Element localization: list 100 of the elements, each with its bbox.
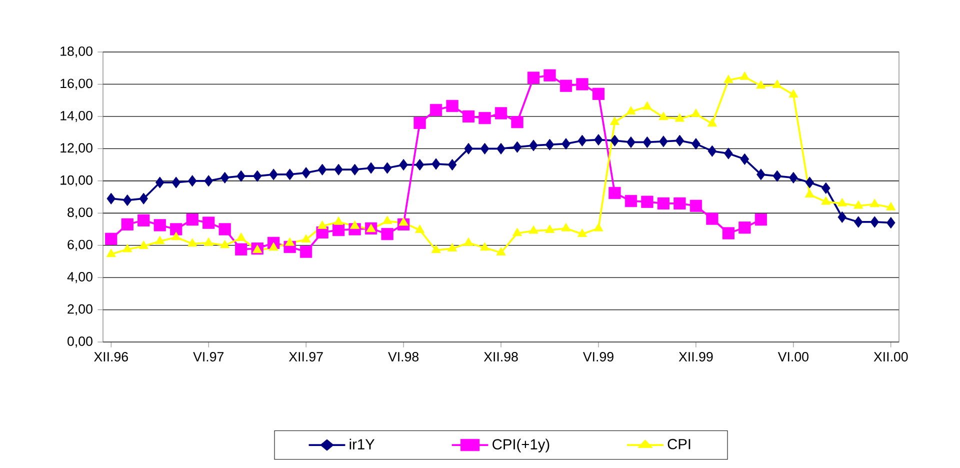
point [692, 138, 700, 150]
point [220, 240, 230, 248]
point [154, 219, 166, 232]
legend-label: CPI [668, 438, 690, 450]
y-tick-label: 6,00 [68, 240, 92, 251]
point [544, 69, 556, 82]
point [334, 216, 344, 225]
point [188, 175, 197, 187]
y-tick-label: 14,00 [60, 110, 92, 122]
point [268, 242, 278, 251]
point [562, 138, 570, 150]
point [511, 116, 524, 128]
point [285, 237, 295, 246]
point [838, 211, 847, 223]
point [252, 244, 262, 254]
point [155, 236, 165, 244]
point [740, 153, 750, 165]
point [301, 234, 311, 243]
point [480, 242, 490, 251]
point [480, 142, 490, 154]
point [626, 136, 636, 148]
point [236, 170, 246, 182]
point [381, 228, 394, 240]
point [122, 244, 132, 252]
point [690, 200, 702, 212]
point [642, 101, 652, 110]
point [415, 158, 424, 171]
point [610, 134, 620, 146]
point [594, 134, 603, 146]
point [204, 237, 214, 246]
point [657, 197, 670, 210]
point [414, 116, 426, 129]
point [626, 106, 636, 114]
point [624, 194, 638, 208]
point [186, 213, 198, 226]
point [592, 88, 605, 100]
x-tick-label: VI.00 [778, 352, 808, 362]
point [414, 224, 425, 233]
x-tick-label: XII.98 [484, 352, 518, 362]
point [854, 216, 863, 228]
point [608, 186, 621, 200]
point [138, 214, 150, 226]
point [691, 108, 701, 117]
point [317, 220, 328, 229]
point [740, 71, 750, 80]
x-tick-label: XII.99 [678, 352, 713, 362]
legend-label: CPI(+1y) [492, 438, 550, 452]
point [754, 213, 767, 226]
point [350, 164, 360, 176]
legend-label: ir1Y [350, 438, 375, 450]
point [204, 175, 213, 187]
point [138, 240, 148, 250]
point [302, 167, 310, 179]
point [285, 168, 294, 180]
point [512, 141, 522, 153]
point [106, 192, 116, 204]
point [722, 227, 734, 240]
point [527, 72, 540, 84]
point [837, 198, 847, 206]
y-tick-label: 8,00 [68, 208, 92, 219]
point [366, 162, 376, 174]
point [446, 100, 458, 112]
point [334, 164, 343, 176]
point [594, 222, 604, 232]
y-tick-label: 4,00 [67, 272, 92, 284]
point [171, 232, 181, 240]
point [772, 79, 782, 88]
y-tick-label: 12,00 [60, 143, 92, 154]
x-tick-label: VI.97 [193, 352, 224, 362]
x-tick-label: XII.96 [94, 352, 128, 362]
point [220, 172, 230, 184]
point [494, 107, 508, 120]
point [430, 104, 442, 116]
point [756, 168, 766, 180]
point [382, 216, 392, 224]
point [674, 113, 685, 122]
point [738, 222, 751, 234]
point [218, 223, 231, 236]
point [756, 80, 766, 89]
point [172, 176, 181, 188]
point [478, 112, 491, 124]
point [578, 134, 587, 146]
point [706, 212, 718, 225]
y-tick-label: 2,00 [68, 304, 92, 316]
x-tick-label: VI.98 [388, 352, 419, 362]
point [398, 217, 408, 226]
point [886, 202, 896, 210]
point [447, 243, 458, 252]
point [139, 192, 148, 204]
point [576, 78, 588, 90]
x-tick-label: VI.99 [582, 352, 614, 362]
point [121, 218, 134, 230]
point [448, 158, 457, 171]
x-tick-label: XII.00 [874, 352, 908, 362]
point [529, 140, 538, 152]
point [658, 112, 668, 120]
point [462, 110, 475, 123]
point [707, 118, 717, 127]
point [269, 168, 278, 180]
point [870, 216, 880, 228]
